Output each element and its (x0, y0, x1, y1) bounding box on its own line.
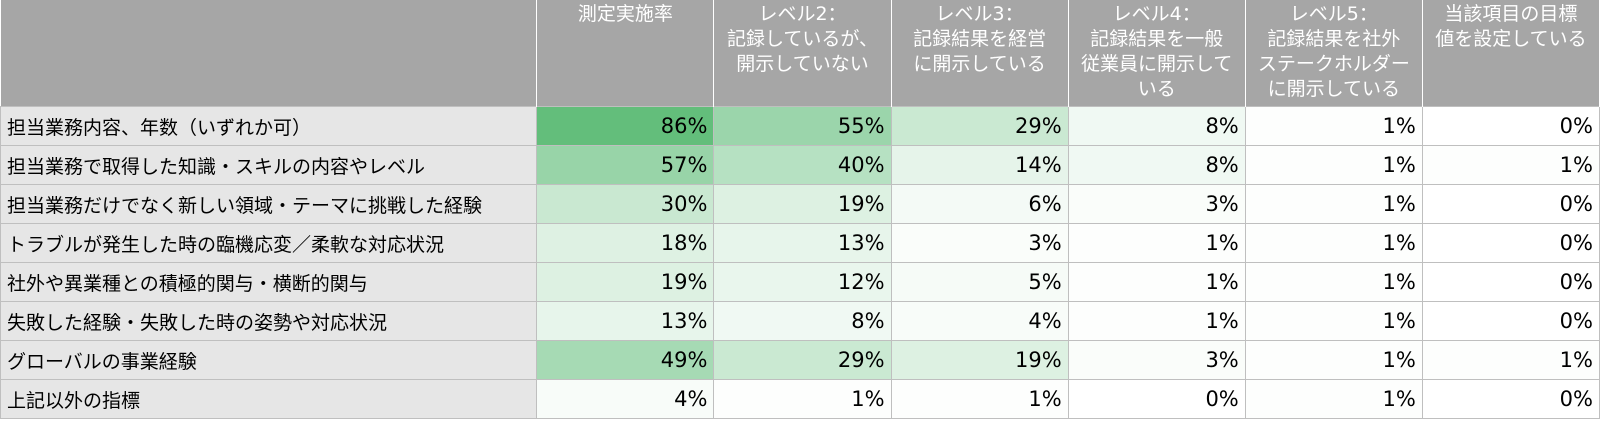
heatmap-cell: 0% (1421, 106, 1600, 146)
column-header-level-3: レベル3： 記録結果を経営 に開示している (891, 0, 1069, 107)
header-row: 測定実施率 レベル2： 記録しているが、 開示していない レベル3： 記録結果を… (0, 0, 1600, 107)
heatmap-cell: 1% (890, 379, 1069, 419)
row-label: 社外や異業種との積極的関与・横断的関与 (0, 262, 538, 302)
heatmap-cell: 1% (1421, 145, 1600, 185)
heatmap-cell: 49% (536, 340, 715, 380)
heatmap-cell: 4% (890, 301, 1069, 341)
heatmap-cell: 12% (713, 262, 892, 302)
heatmap-cell: 1% (1244, 262, 1423, 302)
heatmap-cell: 8% (1067, 106, 1246, 146)
heatmap-cell: 4% (536, 379, 715, 419)
heatmap-cell: 14% (890, 145, 1069, 185)
heatmap-cell: 0% (1421, 301, 1600, 341)
heatmap-cell: 13% (713, 223, 892, 263)
row-label: 担当業務内容、年数（いずれか可） (0, 106, 538, 146)
table-row: グローバルの事業経験 49% 29% 19% 3% 1% 1% (0, 340, 1600, 380)
heatmap-cell: 1% (1067, 301, 1246, 341)
column-header-level-4: レベル4： 記録結果を一般 従業員に開示して いる (1068, 0, 1246, 107)
table-row: 担当業務で取得した知識・スキルの内容やレベル 57% 40% 14% 8% 1% 1% (0, 145, 1600, 185)
column-header-level-2: レベル2： 記録しているが、 開示していない (713, 0, 892, 107)
heatmap-cell: 1% (1067, 223, 1246, 263)
heatmap-cell: 0% (1421, 223, 1600, 263)
heatmap-cell: 3% (1067, 340, 1246, 380)
heatmap-cell: 40% (713, 145, 892, 185)
heatmap-cell: 1% (1244, 184, 1423, 224)
heatmap-cell: 1% (1067, 262, 1246, 302)
table-row: トラブルが発生した時の臨機応変／柔軟な対応状況 18% 13% 3% 1% 1% 0% (0, 223, 1600, 263)
row-label: 担当業務だけでなく新しい領域・テーマに挑戦した経験 (0, 184, 538, 224)
heatmap-cell: 13% (536, 301, 715, 341)
table-row: 担当業務だけでなく新しい領域・テーマに挑戦した経験 30% 19% 6% 3% 1% 0% (0, 184, 1600, 224)
heatmap-cell: 18% (536, 223, 715, 263)
heatmap-cell: 1% (1244, 301, 1423, 341)
heatmap-cell: 1% (1244, 379, 1423, 419)
heatmap-cell: 57% (536, 145, 715, 185)
heatmap-cell: 0% (1421, 262, 1600, 302)
heatmap-cell: 6% (890, 184, 1069, 224)
heatmap-cell: 1% (1244, 106, 1423, 146)
heatmap-table: 測定実施率 レベル2： 記録しているが、 開示していない レベル3： 記録結果を… (0, 0, 1600, 419)
heatmap-cell: 3% (1067, 184, 1246, 224)
table-row: 社外や異業種との積極的関与・横断的関与 19% 12% 5% 1% 1% 0% (0, 262, 1600, 302)
row-label: 担当業務で取得した知識・スキルの内容やレベル (0, 145, 538, 185)
heatmap-cell: 19% (536, 262, 715, 302)
heatmap-cell: 55% (713, 106, 892, 146)
row-label: 上記以外の指標 (0, 379, 538, 419)
column-header-measurement-rate: 測定実施率 (536, 0, 715, 107)
heatmap-cell: 0% (1421, 184, 1600, 224)
corner-cell (0, 0, 538, 107)
heatmap-cell: 3% (890, 223, 1069, 263)
heatmap-cell: 1% (713, 379, 892, 419)
heatmap-cell: 1% (1244, 145, 1423, 185)
heatmap-cell: 1% (1421, 340, 1600, 380)
heatmap-cell: 19% (713, 184, 892, 224)
heatmap-cell: 29% (713, 340, 892, 380)
table-row: 担当業務内容、年数（いずれか可） 86% 55% 29% 8% 1% 0% (0, 106, 1600, 146)
heatmap-cell: 1% (1244, 340, 1423, 380)
heatmap-cell: 8% (713, 301, 892, 341)
table-body: 担当業務内容、年数（いずれか可） 86% 55% 29% 8% 1% 0% 担当業務で取得した… (0, 106, 1600, 419)
heatmap-cell: 0% (1067, 379, 1246, 419)
row-label: トラブルが発生した時の臨機応変／柔軟な対応状況 (0, 223, 538, 263)
heatmap-cell: 86% (536, 106, 715, 146)
heatmap-cell: 8% (1067, 145, 1246, 185)
heatmap-cell: 1% (1244, 223, 1423, 263)
column-header-target-set: 当該項目の目標 値を設定している (1422, 0, 1600, 107)
heatmap-cell: 0% (1421, 379, 1600, 419)
row-label: グローバルの事業経験 (0, 340, 538, 380)
row-label: 失敗した経験・失敗した時の姿勢や対応状況 (0, 301, 538, 341)
heatmap-cell: 29% (890, 106, 1069, 146)
column-header-level-5: レベル5： 記録結果を社外 ステークホルダー に開示している (1245, 0, 1423, 107)
heatmap-cell: 19% (890, 340, 1069, 380)
table-row: 失敗した経験・失敗した時の姿勢や対応状況 13% 8% 4% 1% 1% 0% (0, 301, 1600, 341)
heatmap-cell: 30% (536, 184, 715, 224)
table-row: 上記以外の指標 4% 1% 1% 0% 1% 0% (0, 379, 1600, 419)
heatmap-cell: 5% (890, 262, 1069, 302)
